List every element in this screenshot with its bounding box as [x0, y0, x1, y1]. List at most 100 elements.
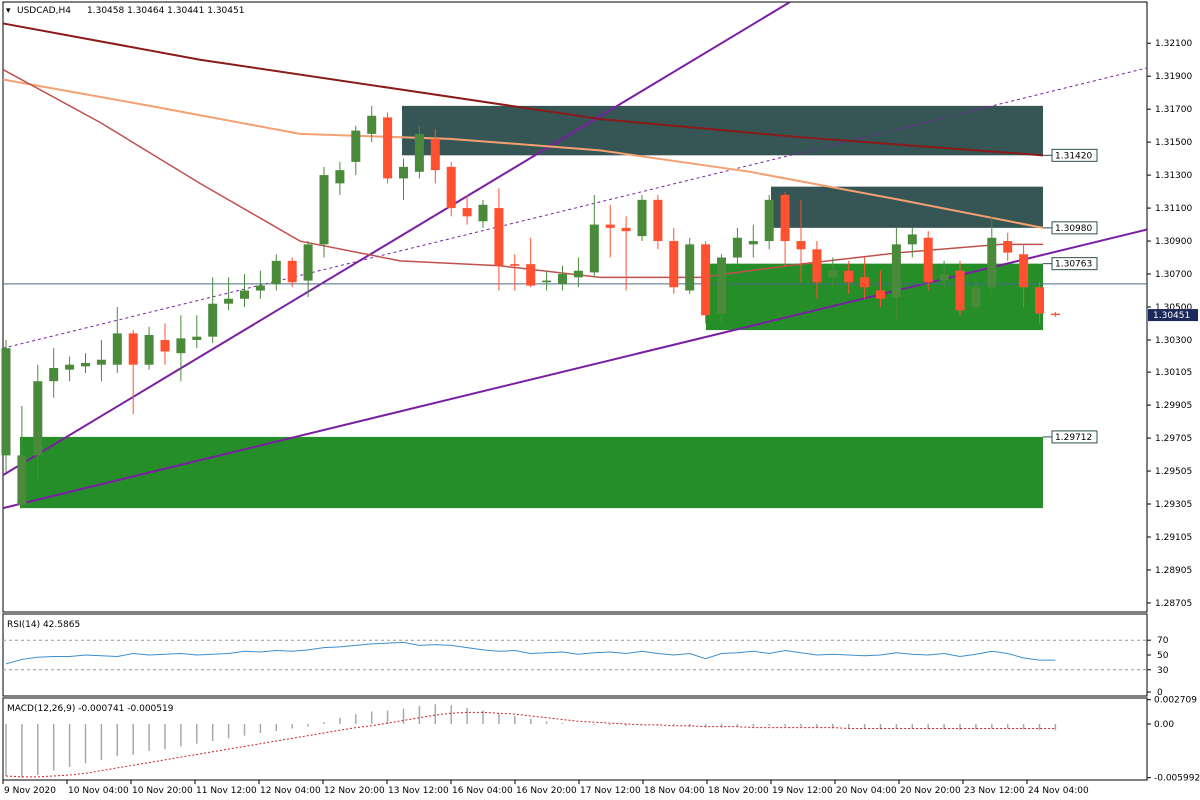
candle-body [923, 237, 933, 283]
candle-body [844, 270, 854, 283]
candle-body [33, 381, 43, 456]
candle-body [589, 224, 599, 273]
time-tick-label: 17 Nov 12:00 [580, 786, 641, 796]
candle-body [510, 264, 520, 266]
rsi-tick-label: 70 [1157, 636, 1169, 646]
price-tick-label: 1.28705 [1155, 599, 1192, 609]
candle-body [319, 175, 329, 245]
last-price-tag [1148, 309, 1198, 322]
candle-body [780, 194, 790, 242]
level-tag-label: 1.29712 [1055, 433, 1092, 443]
time-tick-label: 13 Nov 12:00 [388, 786, 449, 796]
candle-body [685, 244, 695, 291]
channel-upper-line [2, 1, 791, 477]
candle-body [796, 241, 806, 250]
price-tick-label: 1.30900 [1155, 237, 1192, 247]
macd-axis: 0.002709 0.00 -0.005992 [1147, 696, 1200, 784]
ma-slow-line [2, 22, 1044, 157]
candle-body [144, 335, 154, 365]
macd-tick-label: 0.002709 [1154, 696, 1197, 706]
time-tick-label: 11 Nov 12:00 [196, 786, 257, 796]
price-tick-label: 1.30700 [1155, 270, 1192, 280]
time-tick-label: 9 Nov 2020 [4, 786, 56, 796]
zone-green [20, 436, 1043, 509]
candle-body [971, 287, 981, 307]
candle-body [955, 270, 965, 311]
candle-body [287, 260, 297, 283]
candle-body [939, 274, 949, 281]
candle-body [383, 117, 393, 179]
candle-body [669, 241, 679, 288]
rsi-line [5, 641, 1056, 665]
candle-body [49, 368, 59, 382]
candle-body [1019, 254, 1029, 288]
candle-body [176, 338, 186, 354]
time-tick-label: 19 Nov 12:00 [772, 786, 833, 796]
time-axis: 9 Nov 2020 10 Nov 04:00 10 Nov 20:00 11 Nov… [2, 780, 1089, 796]
price-tick-label: 1.29505 [1155, 467, 1192, 477]
supply-demand-zones [20, 105, 1043, 509]
dropdown-triangle-icon[interactable]: ▾ [6, 6, 11, 16]
candle-body [526, 264, 536, 286]
candle-body [573, 270, 583, 278]
price-tick-label: 1.30500 [1155, 303, 1192, 313]
time-tick-label: 23 Nov 12:00 [964, 786, 1025, 796]
rsi-panel[interactable] [2, 613, 1148, 697]
candle-body [208, 303, 218, 337]
candle-body [907, 234, 917, 245]
candle-body [748, 241, 758, 245]
candle-body [732, 237, 742, 258]
candle-body [335, 170, 345, 184]
candle-body [65, 364, 75, 370]
rsi-tick-label: 30 [1157, 666, 1169, 676]
time-tick-label: 12 Nov 20:00 [324, 786, 385, 796]
macd-label: MACD(12,26,9) -0.000741 -0.000519 [7, 704, 174, 714]
level-tag-box [1051, 430, 1098, 444]
candle-body [478, 204, 488, 222]
candle-body [128, 333, 138, 365]
candle-body [876, 290, 885, 299]
rsi-tick-label: 0 [1157, 688, 1163, 698]
rsi-tick-label: 50 [1157, 651, 1169, 661]
price-tick-label: 1.31900 [1155, 72, 1192, 82]
ohlc-readout: 1.30458 1.30464 1.30441 1.30451 [87, 6, 244, 16]
level-tag-box [1051, 148, 1098, 162]
candle-body [605, 224, 615, 228]
time-tick-label: 10 Nov 20:00 [132, 786, 193, 796]
candle-body [399, 166, 408, 179]
candle-body [462, 208, 472, 217]
level-tag-label: 1.30763 [1055, 260, 1092, 270]
candle-body [96, 359, 106, 365]
price-tick-label: 1.31500 [1155, 138, 1192, 148]
symbol-title: USDCAD,H4 [17, 6, 71, 16]
candle-body [446, 166, 456, 209]
macd-signal-line [5, 711, 1056, 778]
time-tick-label: 18 Nov 20:00 [708, 786, 769, 796]
time-tick-label: 16 Nov 20:00 [516, 786, 577, 796]
candle-body [812, 249, 822, 283]
price-tick-label: 1.28905 [1155, 566, 1192, 576]
candle-body [367, 115, 377, 134]
channel-mid-dashed-line [2, 67, 1148, 349]
macd-series [5, 704, 1057, 778]
candle-body [1035, 287, 1044, 314]
candle-body [160, 339, 170, 352]
candle-body [701, 244, 711, 316]
price-tick-label: 1.31300 [1155, 171, 1192, 181]
time-tick-label: 10 Nov 04:00 [68, 786, 129, 796]
candle-body [494, 208, 504, 266]
macd-tick-label: -0.005992 [1154, 774, 1200, 784]
price-tick-label: 1.32100 [1155, 39, 1192, 49]
candle-body [828, 270, 838, 278]
time-tick-label: 16 Nov 04:00 [452, 786, 513, 796]
price-tick-label: 1.29105 [1155, 533, 1192, 543]
candle-body [414, 133, 424, 172]
time-tick-label: 20 Nov 04:00 [836, 786, 897, 796]
candle-body [17, 455, 27, 505]
price-tick-label: 1.29905 [1155, 401, 1192, 411]
price-tick-label: 1.30105 [1155, 368, 1192, 378]
candle-body [637, 199, 647, 237]
macd-panel[interactable] [2, 697, 1148, 781]
candle-body [81, 363, 90, 367]
